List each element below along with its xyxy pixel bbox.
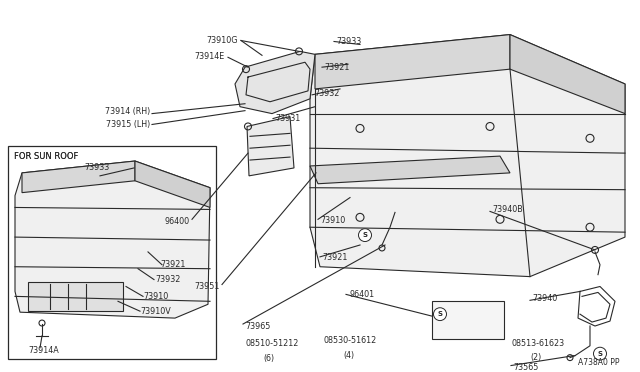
Bar [8,146,216,359]
Text: 73931: 73931 [275,114,300,123]
Text: 73914E: 73914E [195,52,225,61]
Text: 73951: 73951 [195,282,220,291]
Polygon shape [315,35,510,89]
Text: 73910: 73910 [320,216,345,225]
Text: (6): (6) [263,354,274,363]
Text: 73910V: 73910V [140,307,171,316]
Text: 08530-51612: 08530-51612 [323,336,376,345]
Text: 73921: 73921 [160,260,186,269]
Text: S: S [362,232,367,238]
Text: 08513-61623: 08513-61623 [512,339,565,348]
Text: 73565: 73565 [513,363,538,372]
Text: 96400: 96400 [165,217,190,226]
Bar [28,282,123,311]
Text: 73910: 73910 [143,292,168,301]
Text: FOR SUN ROOF: FOR SUN ROOF [14,151,78,161]
Text: FOR SUN ROOF: FOR SUN ROOF [14,151,78,161]
Text: 73932: 73932 [155,275,180,284]
Circle shape [358,229,371,241]
Text: 73933: 73933 [336,37,361,46]
Circle shape [433,308,447,321]
Text: 96401: 96401 [349,290,374,299]
Text: 73914A: 73914A [28,346,59,355]
Text: 73940: 73940 [532,294,557,303]
Polygon shape [510,35,625,113]
Text: 73914 (RH): 73914 (RH) [105,107,150,116]
Polygon shape [15,161,210,318]
Text: 73933: 73933 [84,163,109,173]
Polygon shape [235,51,315,113]
Text: 73921: 73921 [324,62,349,72]
Polygon shape [247,116,294,176]
Text: 73965: 73965 [245,321,270,330]
Text: S: S [438,311,442,317]
Bar [432,301,504,339]
Text: 08510-51212: 08510-51212 [245,339,298,348]
Text: 73940B: 73940B [492,205,523,214]
Polygon shape [135,161,210,208]
Polygon shape [310,35,625,277]
Text: 73932: 73932 [314,89,339,98]
Text: (2): (2) [530,353,541,362]
Polygon shape [310,156,510,184]
Polygon shape [22,161,135,193]
Text: A738A0 PP: A738A0 PP [579,358,620,367]
Text: 73915 (LH): 73915 (LH) [106,120,150,129]
Text: S: S [598,351,602,357]
Circle shape [593,347,607,360]
Text: 73921: 73921 [322,253,348,262]
Text: (4): (4) [343,351,354,360]
Text: 73910G: 73910G [207,36,238,45]
